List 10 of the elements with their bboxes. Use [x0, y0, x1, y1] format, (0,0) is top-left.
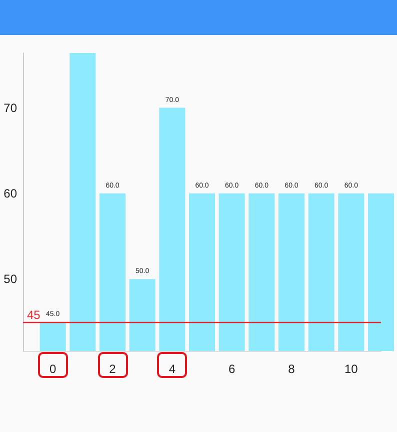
y-tick-label: 70 [4, 100, 18, 115]
x-tick-label: 8 [288, 362, 296, 376]
y-tick-label: 60 [4, 186, 18, 200]
x-tick-label: 4 [168, 362, 176, 376]
ref-line-label: 45 [27, 308, 41, 322]
x-tick-label: 10 [344, 362, 358, 376]
x-tick-label: 2 [109, 362, 116, 376]
x-tick-label: 0 [49, 362, 56, 376]
x-tick-label: 6 [228, 362, 236, 376]
y-tick-label: 50 [4, 272, 18, 286]
